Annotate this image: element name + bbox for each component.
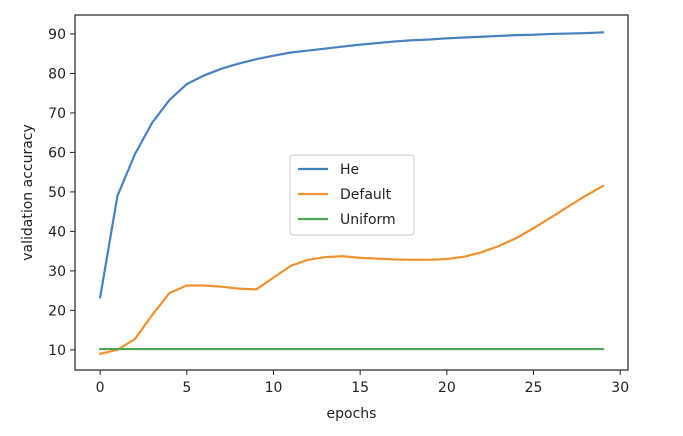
x-tick-label: 30: [611, 380, 629, 396]
plot-frame: [74, 14, 629, 371]
y-tick-label: 30: [48, 264, 66, 280]
y-axis: 10 20 30 40 50 60 70 80 90: [48, 27, 75, 359]
x-tick-label: 20: [438, 380, 456, 396]
y-tick-label: 40: [48, 224, 66, 240]
x-axis: 0 5 10 15 20 25 30: [96, 370, 629, 396]
x-tick-label: 10: [265, 380, 283, 396]
y-tick-label: 80: [48, 66, 66, 82]
x-tick-label: 0: [96, 380, 105, 396]
series-line-he: [98, 31, 605, 299]
y-tick-label: 90: [48, 27, 66, 43]
legend: He Default Uniform: [289, 154, 415, 236]
y-tick-label: 60: [48, 145, 66, 161]
x-axis-label: epochs: [327, 406, 377, 422]
y-tick-label: 50: [48, 185, 66, 201]
legend-label-uniform: Uniform: [340, 212, 396, 228]
y-tick-label: 20: [48, 303, 66, 319]
x-tick-label: 5: [182, 380, 191, 396]
legend-label-default: Default: [340, 187, 392, 203]
x-tick-label: 25: [525, 380, 543, 396]
series-line-default: [98, 184, 605, 356]
series-layer: [98, 31, 605, 356]
x-tick-label: 15: [351, 380, 369, 396]
legend-label-he: He: [340, 162, 359, 178]
y-tick-label: 70: [48, 106, 66, 122]
y-axis-label: validation accuracy: [20, 124, 36, 261]
legend-box: [289, 154, 415, 236]
y-tick-label: 10: [48, 343, 66, 359]
